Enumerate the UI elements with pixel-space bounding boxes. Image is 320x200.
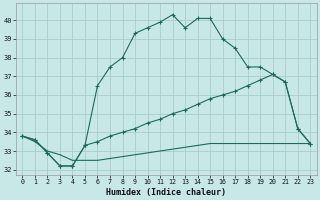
X-axis label: Humidex (Indice chaleur): Humidex (Indice chaleur) [106,188,226,197]
